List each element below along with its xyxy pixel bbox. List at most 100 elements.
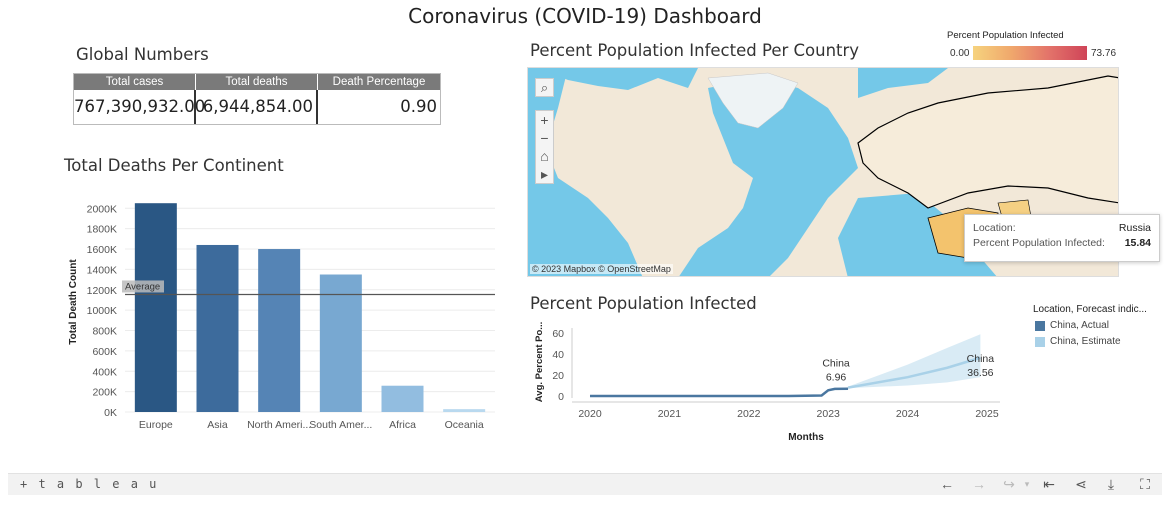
zoom-controls[interactable]: + − ⌂ ▸	[535, 110, 554, 184]
expand-arrow-icon[interactable]: ▸	[540, 165, 549, 182]
undo-icon[interactable]: ←	[940, 476, 954, 492]
y-axis-label: Total Death Count	[68, 259, 79, 345]
x-tick-label: 2023	[817, 408, 841, 420]
dashboard-title: Coronavirus (COVID-19) Dashboard	[408, 4, 762, 28]
redo-icon[interactable]: →	[972, 476, 986, 492]
tooltip-location-row: Location: Russia	[973, 221, 1151, 236]
color-legend-title: Percent Population Infected	[947, 30, 1064, 41]
header-total-cases: Total cases	[74, 74, 196, 90]
reference-label: Average	[125, 281, 160, 292]
reference-label-bg	[122, 280, 164, 293]
y-tick-label: 0K	[104, 407, 117, 419]
legend-item-actual[interactable]: China, Actual	[1035, 320, 1109, 331]
table-header: Total cases Total deaths Death Percentag…	[74, 74, 440, 90]
bar[interactable]	[134, 203, 177, 412]
bar[interactable]	[319, 274, 362, 413]
value-death-percentage[interactable]: 0.90	[400, 97, 437, 116]
zoom-in-icon[interactable]: +	[540, 112, 549, 128]
arctic-ocean	[538, 68, 698, 90]
color-legend-max: 73.76	[1091, 48, 1117, 59]
x-tick-label: 2021	[658, 408, 682, 420]
global-numbers-title: Global Numbers	[76, 45, 209, 64]
value-total-deaths[interactable]: 6,944,854.00	[196, 90, 318, 124]
zoom-out-icon[interactable]: −	[540, 130, 549, 146]
header-death-percentage: Death Percentage	[332, 76, 426, 88]
legend-swatch-estimate	[1035, 336, 1045, 347]
pacific-ocean	[528, 68, 643, 276]
annotation-label: China	[967, 353, 995, 365]
annotation-value: 6.96	[826, 372, 847, 384]
share-icon[interactable]: ⋖	[1075, 476, 1087, 492]
map-tooltip: Location: Russia Percent Population Infe…	[964, 214, 1160, 262]
infected-chart-title: Percent Population Infected	[530, 294, 757, 313]
x-tick-label: South Amer...	[309, 419, 372, 431]
legend-swatch-actual	[1035, 320, 1045, 331]
bar[interactable]	[381, 385, 424, 412]
map-toolbar[interactable]: ⌕	[535, 78, 554, 98]
actual-series-line[interactable]	[589, 387, 849, 398]
deaths-per-continent-chart[interactable]: 0K 200K 400K 600K 800K 1000K 1200K 1400K 1600K 18…	[60, 184, 500, 434]
reset-icon[interactable]: ⇤	[1043, 476, 1055, 492]
tooltip-metric-label: Percent Population Infected:	[973, 237, 1105, 249]
forecast-band	[848, 334, 981, 389]
annotation-label: China	[822, 358, 850, 370]
y-tick-label: 600K	[92, 346, 117, 358]
atlantic-ocean	[679, 78, 858, 276]
x-tick-label: Europe	[139, 419, 173, 431]
header-total-deaths: Total deaths	[196, 74, 318, 90]
fullscreen-icon[interactable]: ⛶	[1140, 476, 1150, 492]
legend-label-actual: China, Actual	[1050, 320, 1109, 331]
table-row[interactable]: 767,390,932.00 6,944,854.00 0.90	[74, 90, 440, 124]
value-total-cases[interactable]: 767,390,932.00	[74, 90, 205, 124]
bar[interactable]	[443, 409, 486, 412]
bar[interactable]	[196, 244, 239, 412]
map-credit: © 2023 Mapbox © OpenStreetMap	[530, 264, 673, 274]
y-tick-label: 1000K	[87, 305, 117, 317]
revert-icon[interactable]: ↪	[1003, 476, 1015, 492]
y-tick-label: 200K	[92, 387, 117, 399]
annotation-value: 36.56	[967, 367, 993, 379]
legend-item-estimate[interactable]: China, Estimate	[1035, 336, 1121, 347]
chevron-down-icon[interactable]: ▾	[1024, 479, 1030, 489]
y-tick-label: 2000K	[87, 203, 117, 215]
russia-region[interactable]	[857, 75, 1119, 209]
estimate-series-line[interactable]	[847, 356, 981, 389]
map-title: Percent Population Infected Per Country	[530, 41, 860, 60]
tooltip-location-label: Location:	[973, 222, 1016, 234]
home-icon[interactable]: ⌂	[540, 148, 549, 164]
y-tick-label: 400K	[92, 366, 117, 378]
download-icon[interactable]: ⤓	[1107, 476, 1115, 492]
bar[interactable]	[258, 249, 301, 412]
x-tick-label: 2020	[578, 408, 602, 420]
y-tick-label: 40	[552, 349, 564, 361]
world-map[interactable]	[527, 67, 1119, 277]
y-tick-label: 1400K	[87, 264, 117, 276]
x-tick-label: Asia	[207, 419, 228, 431]
barents-sea	[858, 68, 948, 98]
y-tick-label: 1600K	[87, 244, 117, 256]
tableau-footer: + t a b l e a u ← → ↪ ▾ ⇤ ⋖ ⤓ ⛶	[8, 473, 1162, 495]
x-tick-label: 2022	[737, 408, 761, 420]
x-tick-label: North Ameri...	[247, 419, 311, 431]
global-numbers-table[interactable]: Total cases Total deaths Death Percentag…	[73, 73, 441, 125]
greenland	[707, 72, 799, 129]
x-tick-label: 2025	[975, 408, 999, 420]
tooltip-metric-row: Percent Population Infected: 15.84	[973, 236, 1151, 251]
legend-label-estimate: China, Estimate	[1050, 336, 1121, 347]
x-tick-label: 2024	[896, 408, 920, 420]
search-icon[interactable]: ⌕	[535, 78, 554, 97]
y-tick-label: 20	[552, 370, 564, 382]
forecast-legend-title: Location, Forecast indic...	[1033, 304, 1147, 315]
y-tick-label: 1800K	[87, 224, 117, 236]
tooltip-location-value: Russia	[1118, 222, 1151, 234]
map-canvas[interactable]	[528, 68, 1119, 277]
color-legend-gradient[interactable]	[973, 46, 1087, 60]
x-tick-label: Africa	[389, 419, 416, 431]
y-axis-label: Avg. Percent Po...	[534, 322, 545, 402]
y-tick-label: 60	[552, 328, 564, 340]
tableau-logo[interactable]: + t a b l e a u	[20, 477, 159, 491]
x-tick-label: Oceania	[445, 419, 484, 431]
y-tick-label: 1200K	[87, 285, 117, 297]
percent-infected-chart[interactable]: 0 20 40 60 2020 2021 2022 2023 2024 2025 Months Avg…	[530, 318, 1010, 448]
tooltip-metric-value: 15.84	[1124, 237, 1151, 249]
